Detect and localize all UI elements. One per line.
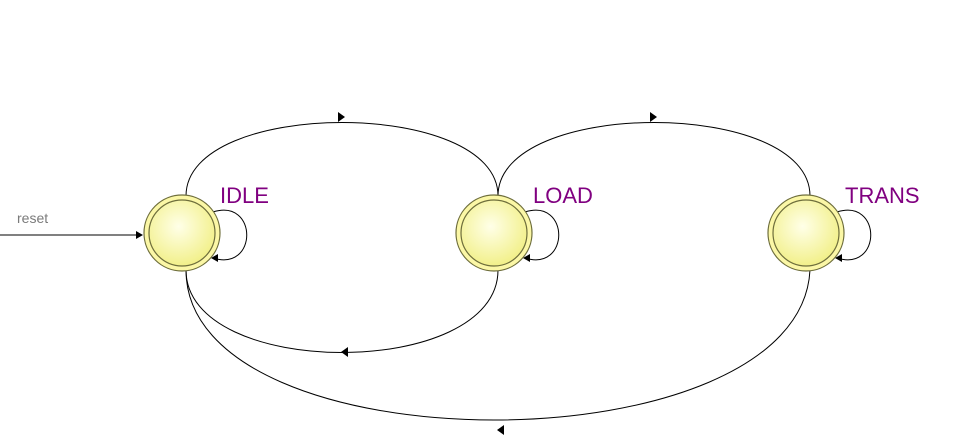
arrowhead-load-trans: [650, 112, 657, 122]
state-idle[interactable]: IDLE: [143, 183, 269, 272]
state-label-load: LOAD: [533, 183, 593, 208]
transition-load-to-idle: [185, 269, 499, 357]
reset-transition: reset: [0, 210, 143, 239]
edge-trans-idle: [185, 269, 811, 421]
state-trans-circle: [772, 199, 840, 267]
state-label-trans: TRANS: [845, 183, 920, 208]
edge-idle-load: [185, 122, 499, 197]
transition-load-to-trans: [497, 112, 811, 197]
state-idle-circle: [148, 199, 216, 267]
self-loop-arrowhead-trans: [835, 254, 842, 262]
self-loop-trans: [836, 209, 872, 261]
self-loop-load: [524, 209, 560, 261]
transition-idle-to-load: [185, 112, 499, 197]
edge-load-idle: [185, 269, 499, 353]
state-trans[interactable]: TRANS: [767, 183, 920, 272]
state-label-idle: IDLE: [220, 183, 269, 208]
self-loop-arrowhead-idle: [211, 254, 218, 262]
state-load-circle: [460, 199, 528, 267]
transition-trans-to-idle: [185, 269, 811, 435]
reset-label: reset: [17, 210, 48, 226]
state-load[interactable]: LOAD: [455, 183, 593, 272]
edge-load-trans: [497, 122, 811, 197]
arrowhead-idle-load: [338, 112, 345, 122]
arrowhead-load-idle: [341, 347, 348, 357]
reset-arrowhead: [136, 231, 143, 239]
self-loop-idle: [212, 209, 248, 261]
arrowhead-trans-idle: [497, 425, 504, 435]
self-loop-arrowhead-load: [523, 254, 530, 262]
